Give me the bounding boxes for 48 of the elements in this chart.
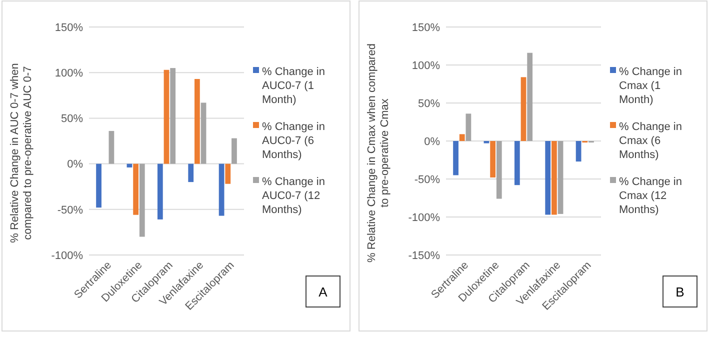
- y-tick-label: 50%: [60, 113, 84, 126]
- bar: [453, 141, 458, 176]
- bar: [194, 78, 200, 164]
- bar: [545, 141, 551, 215]
- bar: [225, 164, 231, 184]
- bar: [157, 164, 163, 220]
- bar: [170, 68, 176, 164]
- bar: [218, 164, 224, 216]
- bar: [133, 164, 138, 215]
- y-axis-title: % Relative Change in AUC 0-7 when compared to pre-operative AUC 0-7: [9, 63, 34, 243]
- bar: [552, 141, 557, 215]
- bar: [188, 164, 194, 182]
- bar: [96, 164, 102, 208]
- bar: [164, 70, 170, 164]
- y-axis-title: % Relative Change in Cmax when compared to pre-operative Cmax: [366, 44, 391, 262]
- bar: [490, 141, 496, 178]
- bar: [139, 164, 145, 237]
- bar: [459, 134, 465, 141]
- y-tick-label: -50%: [57, 204, 84, 216]
- legend-label: % Change in AUC0-7 (12 Months): [262, 176, 325, 216]
- bar: [520, 77, 526, 141]
- bar: [514, 141, 520, 186]
- bar: [496, 141, 502, 199]
- y-tick-label: 50%: [418, 98, 440, 110]
- bar: [108, 130, 114, 164]
- bar: [576, 141, 582, 162]
- bar: [527, 52, 533, 141]
- y-tick-label: -50%: [414, 174, 440, 186]
- y-tick-label: 150%: [412, 22, 440, 34]
- legend-label: % Change in Cmax (12 Months): [619, 176, 682, 216]
- bar: [466, 114, 472, 141]
- y-tick-label: 100%: [54, 67, 84, 80]
- legend-label: % Change in Cmax (6 Months): [619, 121, 682, 161]
- y-tick-label: 150%: [54, 22, 84, 34]
- bar: [232, 138, 237, 164]
- y-tick-label: 0%: [67, 158, 84, 171]
- y-tick-label: -100%: [51, 250, 84, 262]
- bar: [558, 141, 564, 214]
- y-tick-label: -100%: [408, 212, 440, 224]
- legend-label: % Change in Cmax (1 Month): [619, 66, 682, 106]
- legend-label: % Change in AUC0-7 (1 Month): [262, 66, 325, 106]
- y-tick-label: 0%: [424, 136, 440, 148]
- legend-label: % Change in AUC0-7 (6 Months): [262, 121, 325, 161]
- y-tick-label: 100%: [412, 60, 440, 72]
- y-tick-label: -150%: [408, 250, 440, 262]
- text: B: [676, 284, 684, 300]
- bar: [200, 102, 206, 164]
- text: A: [318, 284, 328, 300]
